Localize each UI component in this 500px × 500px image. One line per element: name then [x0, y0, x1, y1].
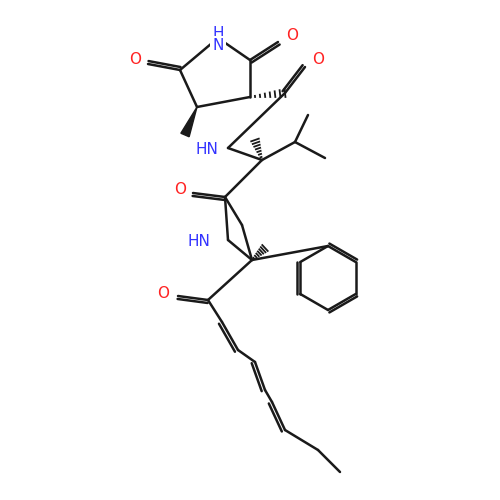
Text: HN: HN	[195, 142, 218, 158]
Text: N: N	[212, 38, 224, 54]
Polygon shape	[181, 107, 197, 137]
Text: O: O	[129, 52, 141, 68]
Text: O: O	[286, 28, 298, 42]
Text: O: O	[174, 182, 186, 198]
Text: O: O	[157, 286, 169, 302]
Text: H: H	[212, 26, 224, 40]
Text: HN: HN	[187, 234, 210, 250]
Text: O: O	[312, 52, 324, 68]
